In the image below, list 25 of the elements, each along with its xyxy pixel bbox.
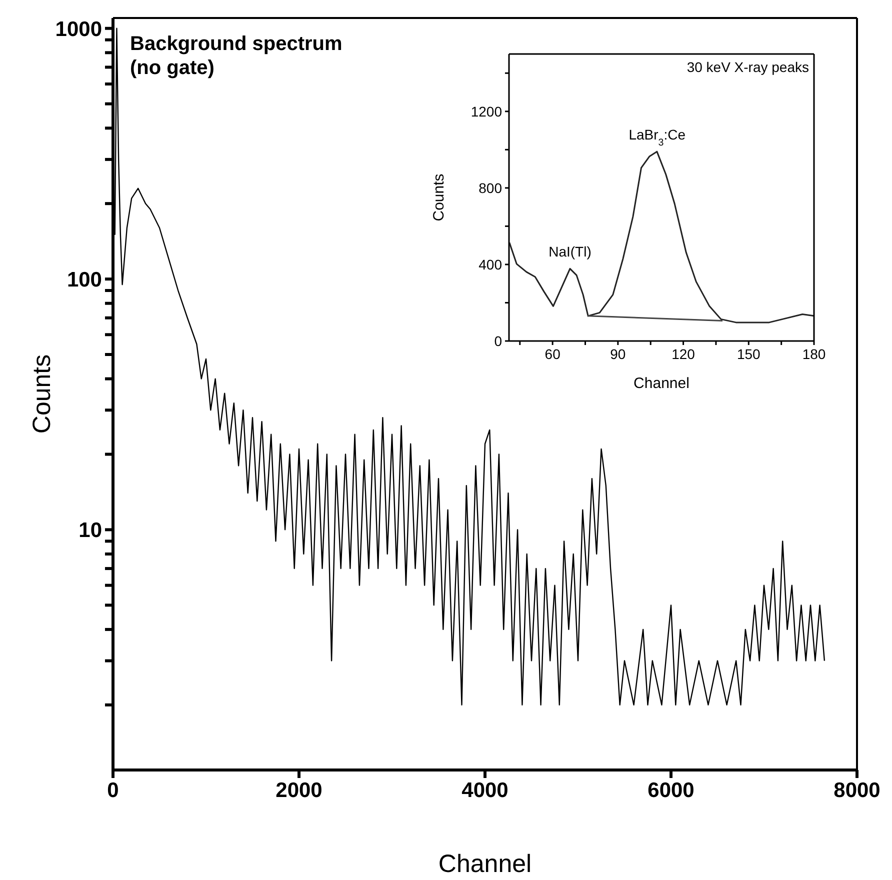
y-tick-label: 1200 <box>470 103 502 120</box>
x-tick-label: 150 <box>736 346 761 362</box>
x-tick-label: 120 <box>672 346 696 362</box>
y-tick-label: 100 <box>66 268 102 292</box>
y-tick-label: 800 <box>478 180 502 196</box>
annotation: Background spectrum (no gate) <box>130 32 344 80</box>
y-tick-label: 1000 <box>55 18 102 41</box>
x-axis-title: Channel <box>634 375 690 392</box>
y-tick-label: 10 <box>78 519 102 542</box>
x-tick-label: 2000 <box>276 778 322 802</box>
y-axis-title: Counts <box>430 174 448 222</box>
annotation: 30 keV X-ray peaks <box>686 59 809 76</box>
x-tick-label: 0 <box>107 778 119 802</box>
y-tick-label: 400 <box>478 256 502 272</box>
x-tick-label: 60 <box>544 346 561 362</box>
x-tick-label: 4000 <box>462 778 508 802</box>
x-tick-label: 90 <box>610 346 626 362</box>
x-axis-title: Channel <box>438 850 532 878</box>
y-axis-title: Counts <box>28 354 56 434</box>
x-tick-label: 6000 <box>648 778 694 802</box>
x-tick-label: 180 <box>802 346 826 362</box>
x-tick-label: 8000 <box>834 778 880 802</box>
annotation: LaBr$_{3}$:Ce <box>628 126 686 148</box>
annotation: NaI(Tl) <box>548 244 592 260</box>
y-tick-label: 0 <box>494 332 502 349</box>
